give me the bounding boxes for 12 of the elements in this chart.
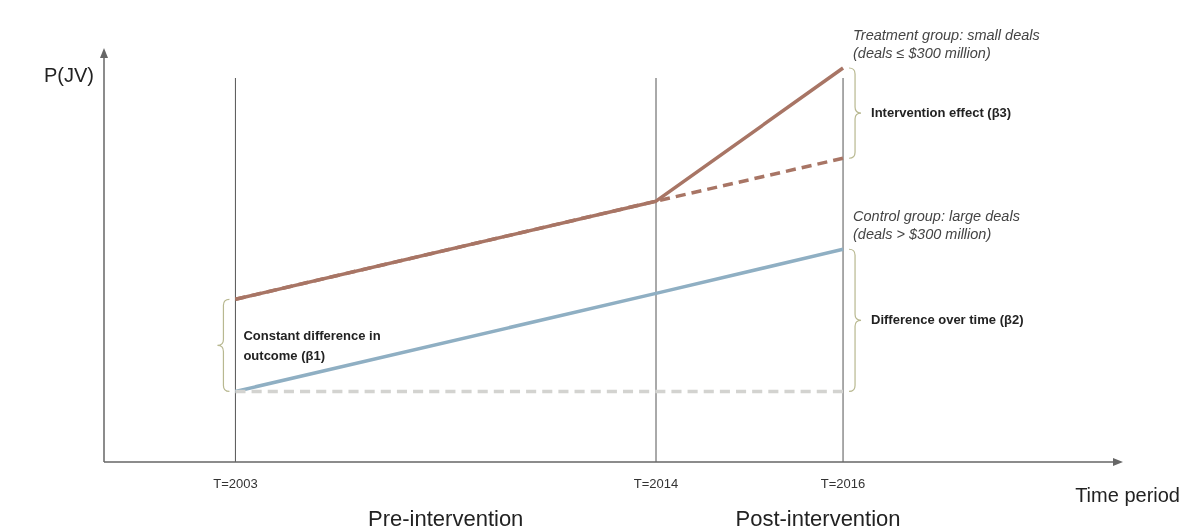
x-axis-title: Time period [1075,484,1180,506]
x-tick-label: T=2016 [820,476,866,491]
annotation: Intervention effect (β3) [871,105,1012,121]
x-tick-label: T=2003 [213,476,258,491]
series-label: Control group: large deals (deals > $300 million) [853,208,1020,243]
text: Post-intervention [735,506,901,527]
x-tick-label: T=2014 [633,476,679,491]
text: Pre-intervention [368,506,524,527]
annotation: Constant difference in outcome (β1) [243,328,381,364]
annotation: Difference over time (β2) [871,312,1024,328]
y-axis-title: P(JV) [44,64,94,86]
series-label: Treatment group: small deals (deals ≤ $300 million) [853,27,1040,61]
